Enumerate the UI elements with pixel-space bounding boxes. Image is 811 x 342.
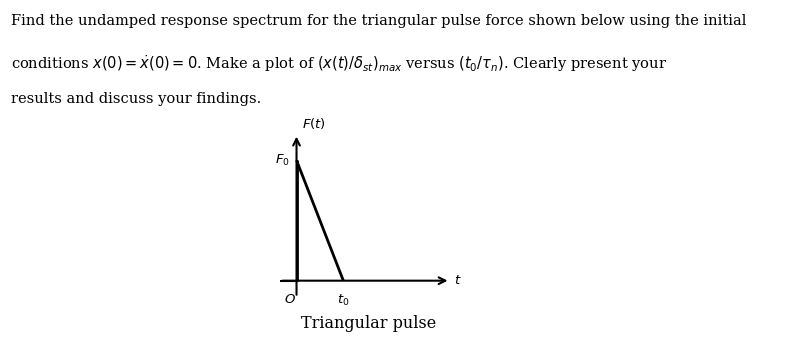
Text: results and discuss your findings.: results and discuss your findings. bbox=[11, 92, 261, 106]
Text: Triangular pulse: Triangular pulse bbox=[302, 315, 436, 332]
Text: Find the undamped response spectrum for the triangular pulse force shown below u: Find the undamped response spectrum for … bbox=[11, 14, 746, 28]
Text: $F_0$: $F_0$ bbox=[275, 153, 290, 168]
Text: $O$: $O$ bbox=[284, 293, 296, 306]
Text: $t$: $t$ bbox=[454, 274, 461, 287]
Text: $t_0$: $t_0$ bbox=[337, 293, 350, 308]
Text: $F(t)$: $F(t)$ bbox=[302, 116, 326, 131]
Text: conditions $x(0) = \dot{x}(0) = 0$. Make a plot of $(x(t)/\delta_{st})_{max}$ ve: conditions $x(0) = \dot{x}(0) = 0$. Make… bbox=[11, 53, 667, 74]
